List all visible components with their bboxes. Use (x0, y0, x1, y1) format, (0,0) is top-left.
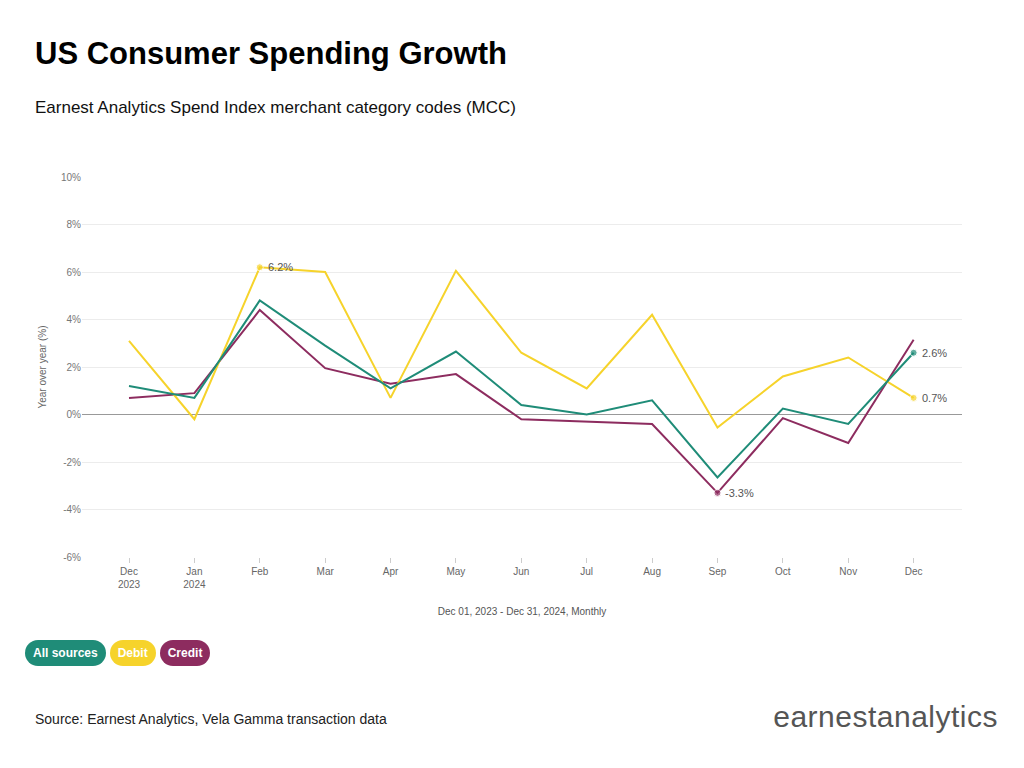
svg-text:-3.3%: -3.3% (725, 487, 754, 499)
svg-text:2.6%: 2.6% (922, 347, 947, 359)
svg-text:2%: 2% (67, 362, 82, 373)
svg-text:6%: 6% (67, 267, 82, 278)
svg-text:Jun: Jun (513, 566, 529, 577)
svg-text:May: May (446, 566, 465, 577)
html-text:US Consumer Spending Growth: US Consumer Spending Growth (35, 36, 507, 71)
svg-text:Apr: Apr (383, 566, 399, 577)
svg-text:0.7%: 0.7% (922, 392, 947, 404)
html-text:Source: Earnest Analytics, Vel: Source: Earnest Analytics, Vela Gamma tr… (35, 711, 387, 727)
svg-text:Jan2024: Jan2024 (183, 566, 206, 590)
svg-text:Dec: Dec (905, 566, 923, 577)
html-text:Earnest Analytics Spend Index: Earnest Analytics Spend Index merchant c… (35, 98, 516, 117)
svg-text:8%: 8% (67, 219, 82, 230)
svg-text:Dec 01, 2023 - Dec 31, 2024, M: Dec 01, 2023 - Dec 31, 2024, Monthly (438, 606, 606, 617)
html-text:Credit: Credit (167, 646, 203, 660)
svg-text:Year over year (%): Year over year (%) (37, 326, 48, 409)
svg-text:Aug: Aug (643, 566, 661, 577)
html-text:All sources: All sources (33, 646, 98, 660)
svg-text:0%: 0% (67, 409, 82, 420)
svg-text:Jul: Jul (580, 566, 593, 577)
svg-text:10%: 10% (61, 172, 81, 183)
svg-text:Nov: Nov (839, 566, 857, 577)
svg-text:Dec2023: Dec2023 (118, 566, 141, 590)
svg-text:-4%: -4% (63, 504, 81, 515)
svg-text:Mar: Mar (317, 566, 335, 577)
svg-text:-2%: -2% (63, 457, 81, 468)
svg-text:4%: 4% (67, 314, 82, 325)
svg-text:Feb: Feb (251, 566, 269, 577)
svg-text:Oct: Oct (775, 566, 791, 577)
html-text:Debit: Debit (117, 646, 148, 660)
svg-text:6.2%: 6.2% (268, 261, 293, 273)
html-text:earnestanalytics: earnestanalytics (773, 700, 998, 733)
svg-text:Sep: Sep (709, 566, 727, 577)
svg-text:-6%: -6% (63, 552, 81, 563)
